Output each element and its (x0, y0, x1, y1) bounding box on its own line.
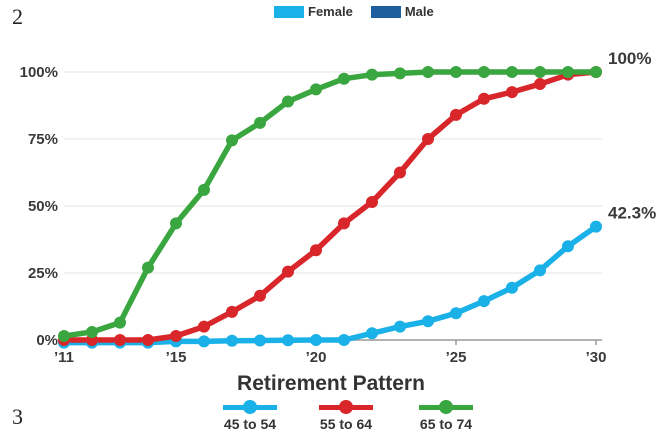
legend-symbol-55-64 (301, 398, 391, 416)
x-tick-label: ’20 (306, 349, 327, 366)
point-65-to-74-2013 (114, 316, 126, 329)
point-55-to-64-2016 (198, 320, 210, 333)
top-legend-item-female: Female (274, 4, 353, 19)
point-45-to-54-2026 (478, 295, 490, 308)
grid-layer (64, 71, 602, 341)
legend-symbol-45-54 (205, 398, 295, 416)
axis-layer: 0% 25% 50% 75% 100% ’11 ’15 ’20 ’25 ’30 (20, 64, 607, 366)
point-45-to-54-2021 (338, 334, 350, 346)
y-tick-label: 25% (28, 265, 58, 282)
page-number-top: 2 (12, 4, 23, 29)
y-tick-label: 100% (20, 64, 58, 81)
point-55-to-64-2026 (478, 92, 490, 105)
point-55-to-64-2028 (534, 78, 546, 91)
point-65-to-74-2016 (198, 183, 210, 196)
point-45-to-54-2024 (422, 315, 434, 328)
point-65-to-74-2020 (310, 83, 322, 96)
point-55-to-64-2015 (170, 329, 182, 342)
point-45-to-54-2029 (562, 240, 574, 253)
y-tick-label: 50% (28, 198, 58, 215)
y-tick-label: 75% (28, 131, 58, 148)
point-55-to-64-2020 (310, 244, 322, 257)
point-55-to-64-2024 (422, 133, 434, 145)
label-layer: 100% 42.3% (608, 49, 656, 223)
x-tick-label: ’25 (446, 349, 467, 366)
point-55-to-64-2025 (450, 108, 462, 121)
point-45-to-54-2018 (254, 334, 266, 347)
point-65-to-74-2024 (422, 66, 434, 78)
point-65-to-74-2011 (58, 329, 70, 342)
point-65-to-74-2014 (142, 261, 154, 274)
point-45-to-54-2017 (226, 334, 238, 347)
legend-entry-45-54: 45 to 54 (205, 398, 295, 432)
point-65-to-74-2022 (366, 68, 378, 81)
point-45-to-54-2023 (394, 320, 406, 333)
point-65-to-74-2019 (282, 95, 294, 108)
point-65-to-74-2026 (478, 66, 490, 78)
point-45-to-54-2025 (450, 307, 462, 320)
point-55-to-64-2018 (254, 289, 266, 302)
end-value-label: 100% (608, 49, 651, 68)
point-65-to-74-2021 (338, 72, 350, 85)
x-tick-label: ’15 (166, 349, 187, 366)
point-65-to-74-2028 (534, 66, 546, 78)
x-tick-label: ’11 (54, 349, 74, 366)
point-65-to-74-2023 (394, 67, 406, 80)
chart-title: Retirement Pattern (237, 372, 425, 395)
legend-entry-65-74: 65 to 74 (401, 398, 491, 432)
retirement-line-chart: 0% 25% 50% 75% 100% ’11 ’15 ’20 ’25 ’30 100% 42.3% (20, 49, 657, 366)
top-legend: Female Male (274, 4, 434, 19)
point-65-to-74-2017 (226, 134, 238, 147)
male-swatch (370, 5, 401, 18)
point-45-to-54-2020 (310, 334, 322, 346)
legend-symbol-65-74 (401, 398, 491, 416)
point-55-to-64-2021 (338, 217, 350, 230)
point-45-to-54-2016 (198, 335, 210, 348)
legend-entry-55-64: 55 to 64 (301, 398, 391, 432)
point-55-to-64-2019 (282, 265, 294, 278)
point-45-to-54-2022 (366, 327, 378, 340)
point-45-to-54-2019 (282, 334, 294, 347)
legend-label-45-54: 45 to 54 (223, 416, 277, 432)
point-55-to-64-2023 (394, 166, 406, 179)
top-legend-label-male: Male (404, 4, 434, 19)
point-65-to-74-2025 (450, 66, 462, 78)
point-65-to-74-2015 (170, 217, 182, 230)
point-65-to-74-2030 (590, 66, 602, 78)
legend-label-55-64: 55 to 64 (319, 416, 373, 432)
point-55-to-64-2013 (114, 334, 126, 346)
series-line-65-to-74 (61, 69, 599, 339)
point-55-to-64-2014 (142, 334, 154, 346)
point-65-to-74-2012 (86, 325, 98, 338)
female-swatch (274, 5, 304, 18)
point-55-to-64-2027 (506, 86, 518, 99)
point-45-to-54-2027 (506, 281, 518, 294)
point-45-to-54-2030 (590, 220, 602, 233)
point-65-to-74-2029 (562, 66, 574, 78)
point-55-to-64-2022 (366, 195, 378, 208)
series-layer (58, 66, 602, 349)
page-number-bottom: 3 (12, 404, 23, 429)
y-tick-label: 0% (36, 332, 58, 349)
point-45-to-54-2028 (534, 264, 546, 277)
point-65-to-74-2027 (506, 66, 518, 78)
legend-label-65-74: 65 to 74 (419, 416, 473, 432)
top-legend-label-female: Female (308, 4, 353, 19)
end-value-label: 42.3% (608, 204, 656, 223)
x-tick-label: ’30 (586, 349, 607, 366)
point-65-to-74-2018 (254, 116, 266, 129)
top-legend-item-male: Male (370, 4, 434, 19)
point-55-to-64-2017 (226, 305, 238, 318)
